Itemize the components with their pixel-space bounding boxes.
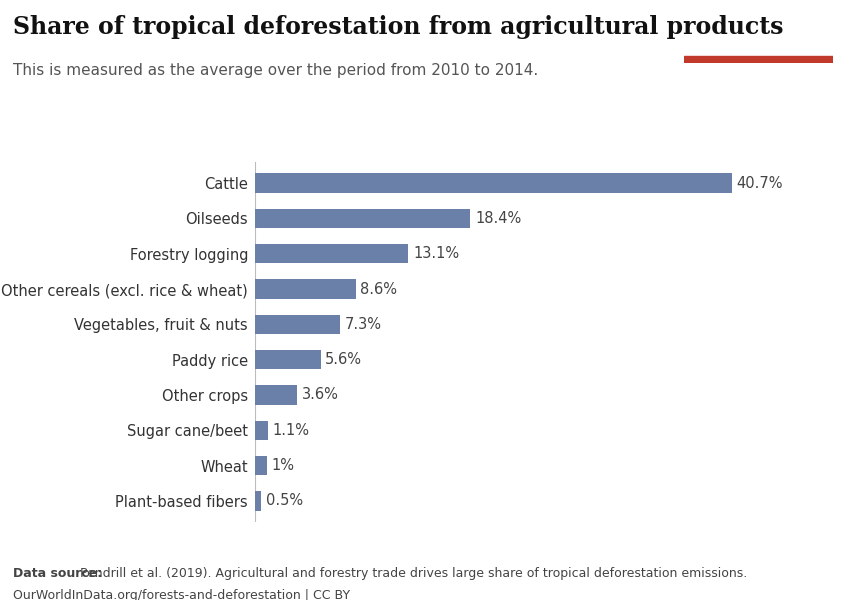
Text: Share of tropical deforestation from agricultural products: Share of tropical deforestation from agr… <box>13 15 783 39</box>
Text: 0.5%: 0.5% <box>265 493 303 508</box>
Bar <box>255 421 268 440</box>
Bar <box>255 350 320 370</box>
Bar <box>255 456 267 475</box>
Bar <box>255 280 355 299</box>
Bar <box>255 209 471 228</box>
Text: 1.1%: 1.1% <box>273 423 309 438</box>
Text: 1%: 1% <box>271 458 294 473</box>
Text: 7.3%: 7.3% <box>345 317 382 332</box>
Text: 40.7%: 40.7% <box>736 176 783 191</box>
Bar <box>255 491 261 511</box>
Bar <box>255 385 298 404</box>
Bar <box>255 173 732 193</box>
Text: 5.6%: 5.6% <box>326 352 362 367</box>
Text: Pendrill et al. (2019). Agricultural and forestry trade drives large share of tr: Pendrill et al. (2019). Agricultural and… <box>76 567 748 580</box>
Text: This is measured as the average over the period from 2010 to 2014.: This is measured as the average over the… <box>13 63 538 78</box>
Text: Data source:: Data source: <box>13 567 102 580</box>
Text: 18.4%: 18.4% <box>475 211 521 226</box>
Text: 13.1%: 13.1% <box>413 246 459 261</box>
Text: Our World
in Data: Our World in Data <box>723 16 794 45</box>
Text: OurWorldInData.org/forests-and-deforestation | CC BY: OurWorldInData.org/forests-and-deforesta… <box>13 589 350 600</box>
Bar <box>684 56 833 63</box>
Text: 8.6%: 8.6% <box>360 281 398 296</box>
Bar <box>255 314 341 334</box>
Bar <box>255 244 408 263</box>
Text: 3.6%: 3.6% <box>302 388 338 403</box>
